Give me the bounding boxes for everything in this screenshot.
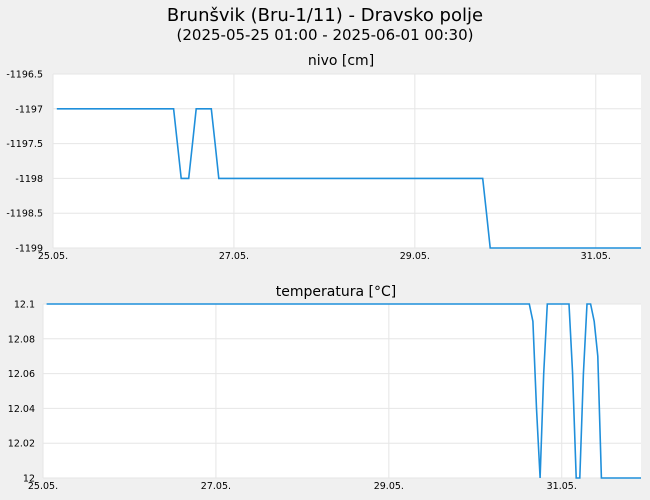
x-tick-label: 29.05. xyxy=(374,481,404,492)
series-line xyxy=(46,303,641,479)
y-tick-label: -1198 xyxy=(15,174,43,185)
y-tick-label: -1198.5 xyxy=(6,209,43,220)
x-tick-label: 25.05. xyxy=(38,251,68,262)
panel-title: nivo [cm] xyxy=(308,53,374,69)
x-tick-label: 31.05. xyxy=(547,481,577,492)
page-subtitle: (2025-05-25 01:00 - 2025-06-01 00:30) xyxy=(177,26,474,44)
plot-area xyxy=(53,74,641,248)
y-tick-label: 12.1 xyxy=(14,300,35,311)
y-tick-label: 12 xyxy=(23,474,35,485)
y-tick-label: 12.08 xyxy=(8,334,35,345)
panel-title: temperatura [°C] xyxy=(276,284,396,300)
x-tick-label: 27.05. xyxy=(201,481,231,492)
y-tick-label: 12.04 xyxy=(8,404,35,415)
y-tick-label: 12.02 xyxy=(8,439,35,450)
y-tick-label: 12.06 xyxy=(8,369,35,380)
x-tick-label: 25.05. xyxy=(28,481,58,492)
x-tick-label: 27.05. xyxy=(219,251,249,262)
x-tick-label: 29.05. xyxy=(400,251,430,262)
plot-area xyxy=(43,304,641,478)
series-line xyxy=(56,108,641,249)
y-tick-label: -1196.5 xyxy=(6,70,43,81)
y-tick-label: -1199 xyxy=(15,244,43,255)
x-tick-label: 31.05. xyxy=(581,251,611,262)
chart-panel-2: temperatura [°C] 12.1 12.08 12.06 12.04 12.02… xyxy=(8,284,641,492)
page-title: Brunšvik (Bru-1/11) - Dravsko polje xyxy=(167,5,483,26)
y-tick-label: -1197.5 xyxy=(6,139,43,150)
y-tick-label: -1197 xyxy=(15,104,43,115)
chart-panel-1: nivo [cm] -1196.5 -1197 -1197.5 -1198 -1198.5… xyxy=(6,53,641,262)
